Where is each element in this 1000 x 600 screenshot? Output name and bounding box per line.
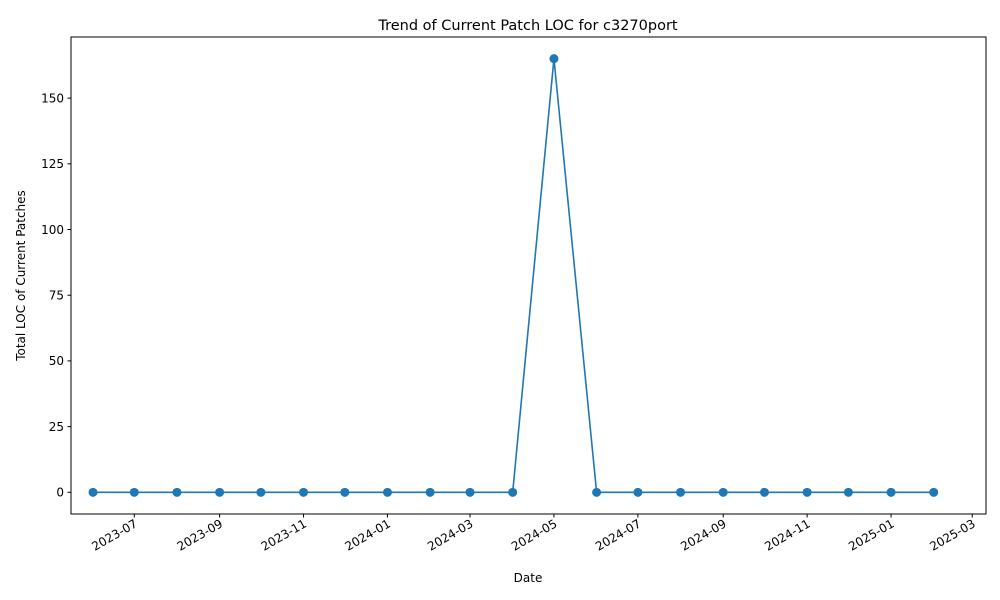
data-point [88,487,98,497]
y-tick-label: 50 [49,354,64,368]
data-point [676,487,686,497]
data-point [299,487,309,497]
series-layer [88,54,939,497]
data-point [256,487,266,497]
x-axis-label: Date [514,571,543,585]
data-point [886,487,896,497]
chart-title: Trend of Current Patch LOC for c3270port [377,18,678,34]
plot-frame [70,36,987,515]
data-point [843,487,853,497]
data-point [592,487,602,497]
data-point [633,487,643,497]
y-axis-label: Total LOC of Current Patches [14,190,28,362]
y-tick-label: 25 [49,420,64,434]
data-point [382,487,392,497]
data-point [508,487,518,497]
data-point [465,487,475,497]
data-point [172,487,182,497]
data-point [549,54,559,64]
data-point [759,487,769,497]
data-point [340,487,350,497]
data-point [718,487,728,497]
y-axis: 0 25 50 75 100 125 150 [41,91,71,500]
y-tick-label: 100 [41,223,64,237]
data-point [929,487,939,497]
y-tick-label: 150 [41,91,64,105]
y-tick-label: 125 [41,157,64,171]
y-tick-label: 75 [49,289,64,303]
data-point [802,487,812,497]
data-point [425,487,435,497]
data-point [129,487,139,497]
y-tick-label: 0 [56,486,64,500]
data-point [215,487,225,497]
